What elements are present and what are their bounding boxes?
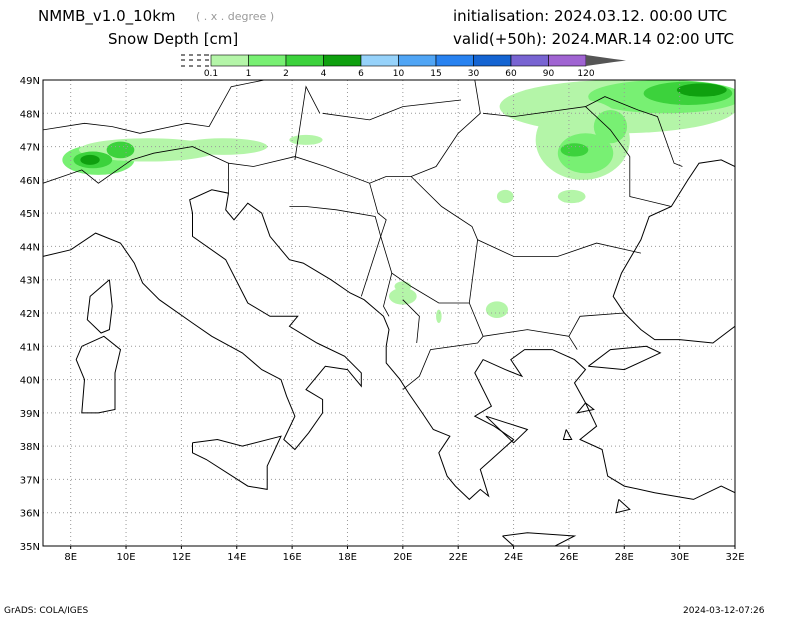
snow-area — [560, 143, 589, 157]
lon-tick-label: 16E — [283, 552, 302, 563]
colorbar-swatch — [398, 54, 437, 67]
snow-area — [496, 189, 514, 204]
island-coast — [615, 499, 631, 514]
lat-tick-label: 43N — [20, 276, 40, 287]
lon-tick-label: 18E — [338, 552, 357, 563]
lon-tick-label: 32E — [725, 552, 744, 563]
island-coast — [485, 415, 529, 444]
colorbar-label: 6 — [358, 69, 364, 79]
colorbar-swatch — [548, 54, 587, 67]
colorbar-swatch — [323, 54, 362, 67]
island-coast — [75, 335, 122, 414]
colorbar-label: 10 — [393, 69, 405, 79]
initialisation-time: initialisation: 2024.03.12. 00:00 UTC — [453, 7, 728, 25]
lon-tick-label: 14E — [227, 552, 246, 563]
lon-tick-label: 28E — [615, 552, 634, 563]
map-content — [43, 80, 735, 546]
colorbar-label: 30 — [468, 69, 480, 79]
country-border — [43, 146, 229, 184]
field-title: Snow Depth [cm] — [108, 30, 239, 48]
colorbar-label: 90 — [543, 69, 555, 79]
island-coast — [502, 532, 577, 546]
country-border — [568, 336, 578, 350]
colorbar-label: 0.1 — [204, 69, 218, 79]
lat-tick-label: 40N — [20, 376, 40, 387]
resolution-label: ( . x . degree ) — [196, 10, 275, 23]
country-border — [483, 312, 625, 337]
country-border — [468, 239, 478, 304]
snow-area — [289, 134, 323, 145]
colorbar-swatch — [435, 54, 474, 67]
credit-label: GrADS: COLA/IGES — [4, 606, 89, 616]
country-border — [228, 80, 481, 194]
colorbar-label: 4 — [321, 69, 327, 79]
island-coast — [575, 402, 595, 414]
lat-tick-label: 39N — [20, 409, 40, 420]
snow-area — [593, 109, 628, 144]
snow-area — [436, 309, 442, 323]
lat-tick-label: 44N — [20, 242, 40, 253]
coastline — [612, 159, 735, 344]
lon-tick-label: 12E — [172, 552, 191, 563]
valid-time: valid(+50h): 2024.MAR.14 02:00 UTC — [453, 30, 735, 48]
country-border — [43, 80, 265, 134]
timestamp-label: 2024-03-12-07:26 — [683, 606, 765, 616]
island-coast — [562, 429, 573, 440]
colorbar-under-marker — [179, 54, 209, 67]
island-coast — [192, 435, 282, 490]
lat-tick-label: 36N — [20, 509, 40, 520]
colorbar-label: 2 — [283, 69, 289, 79]
country-border — [289, 206, 382, 297]
model-name: NMMB_v1.0_10km — [38, 7, 176, 25]
lat-tick-label: 45N — [20, 209, 40, 220]
snow-area — [106, 141, 135, 159]
snow-area — [485, 301, 509, 318]
lat-tick-label: 41N — [20, 342, 40, 353]
country-border — [483, 106, 672, 207]
colorbar-label: 60 — [505, 69, 517, 79]
lat-tick-label: 48N — [20, 109, 40, 120]
lat-tick-label: 42N — [20, 309, 40, 320]
lon-tick-label: 26E — [559, 552, 578, 563]
colorbar-swatch — [285, 54, 324, 67]
lat-tick-label: 47N — [20, 143, 40, 154]
island-coast — [86, 279, 113, 334]
country-border — [585, 96, 683, 167]
country-border — [322, 99, 462, 121]
lon-tick-label: 24E — [504, 552, 523, 563]
coastline — [587, 345, 662, 371]
colorbar-legend: 0.1 1 2 4 6 10 15 30 60 90 120 — [170, 54, 630, 81]
lat-tick-label: 38N — [20, 442, 40, 453]
lat-tick-label: 49N — [20, 76, 40, 87]
colorbar-swatch — [210, 54, 249, 67]
colorbar-swatch — [510, 54, 549, 67]
country-border — [410, 176, 641, 257]
colorbar-swatch — [473, 54, 512, 67]
lon-tick-label: 22E — [449, 552, 468, 563]
lat-tick-label: 46N — [20, 176, 40, 187]
colorbar-label: 1 — [246, 69, 252, 79]
country-border — [402, 299, 420, 344]
lat-tick-label: 37N — [20, 475, 40, 486]
snow-area — [80, 154, 100, 165]
lon-tick-label: 30E — [670, 552, 689, 563]
country-border — [383, 273, 393, 317]
lon-tick-label: 20E — [393, 552, 412, 563]
colorbar-over-arrow — [586, 55, 626, 66]
colorbar-label: 120 — [577, 69, 594, 79]
country-border — [294, 85, 321, 160]
lon-tick-label: 10E — [117, 552, 136, 563]
snow-area — [557, 189, 586, 204]
lon-tick-label: 8E — [64, 552, 77, 563]
colorbar-swatch — [248, 54, 287, 67]
country-border — [369, 183, 484, 390]
coastline — [43, 189, 735, 501]
snow-area — [676, 83, 727, 97]
lat-tick-label: 35N — [20, 542, 40, 553]
colorbar-swatch — [360, 54, 399, 67]
colorbar-label: 15 — [430, 69, 441, 79]
